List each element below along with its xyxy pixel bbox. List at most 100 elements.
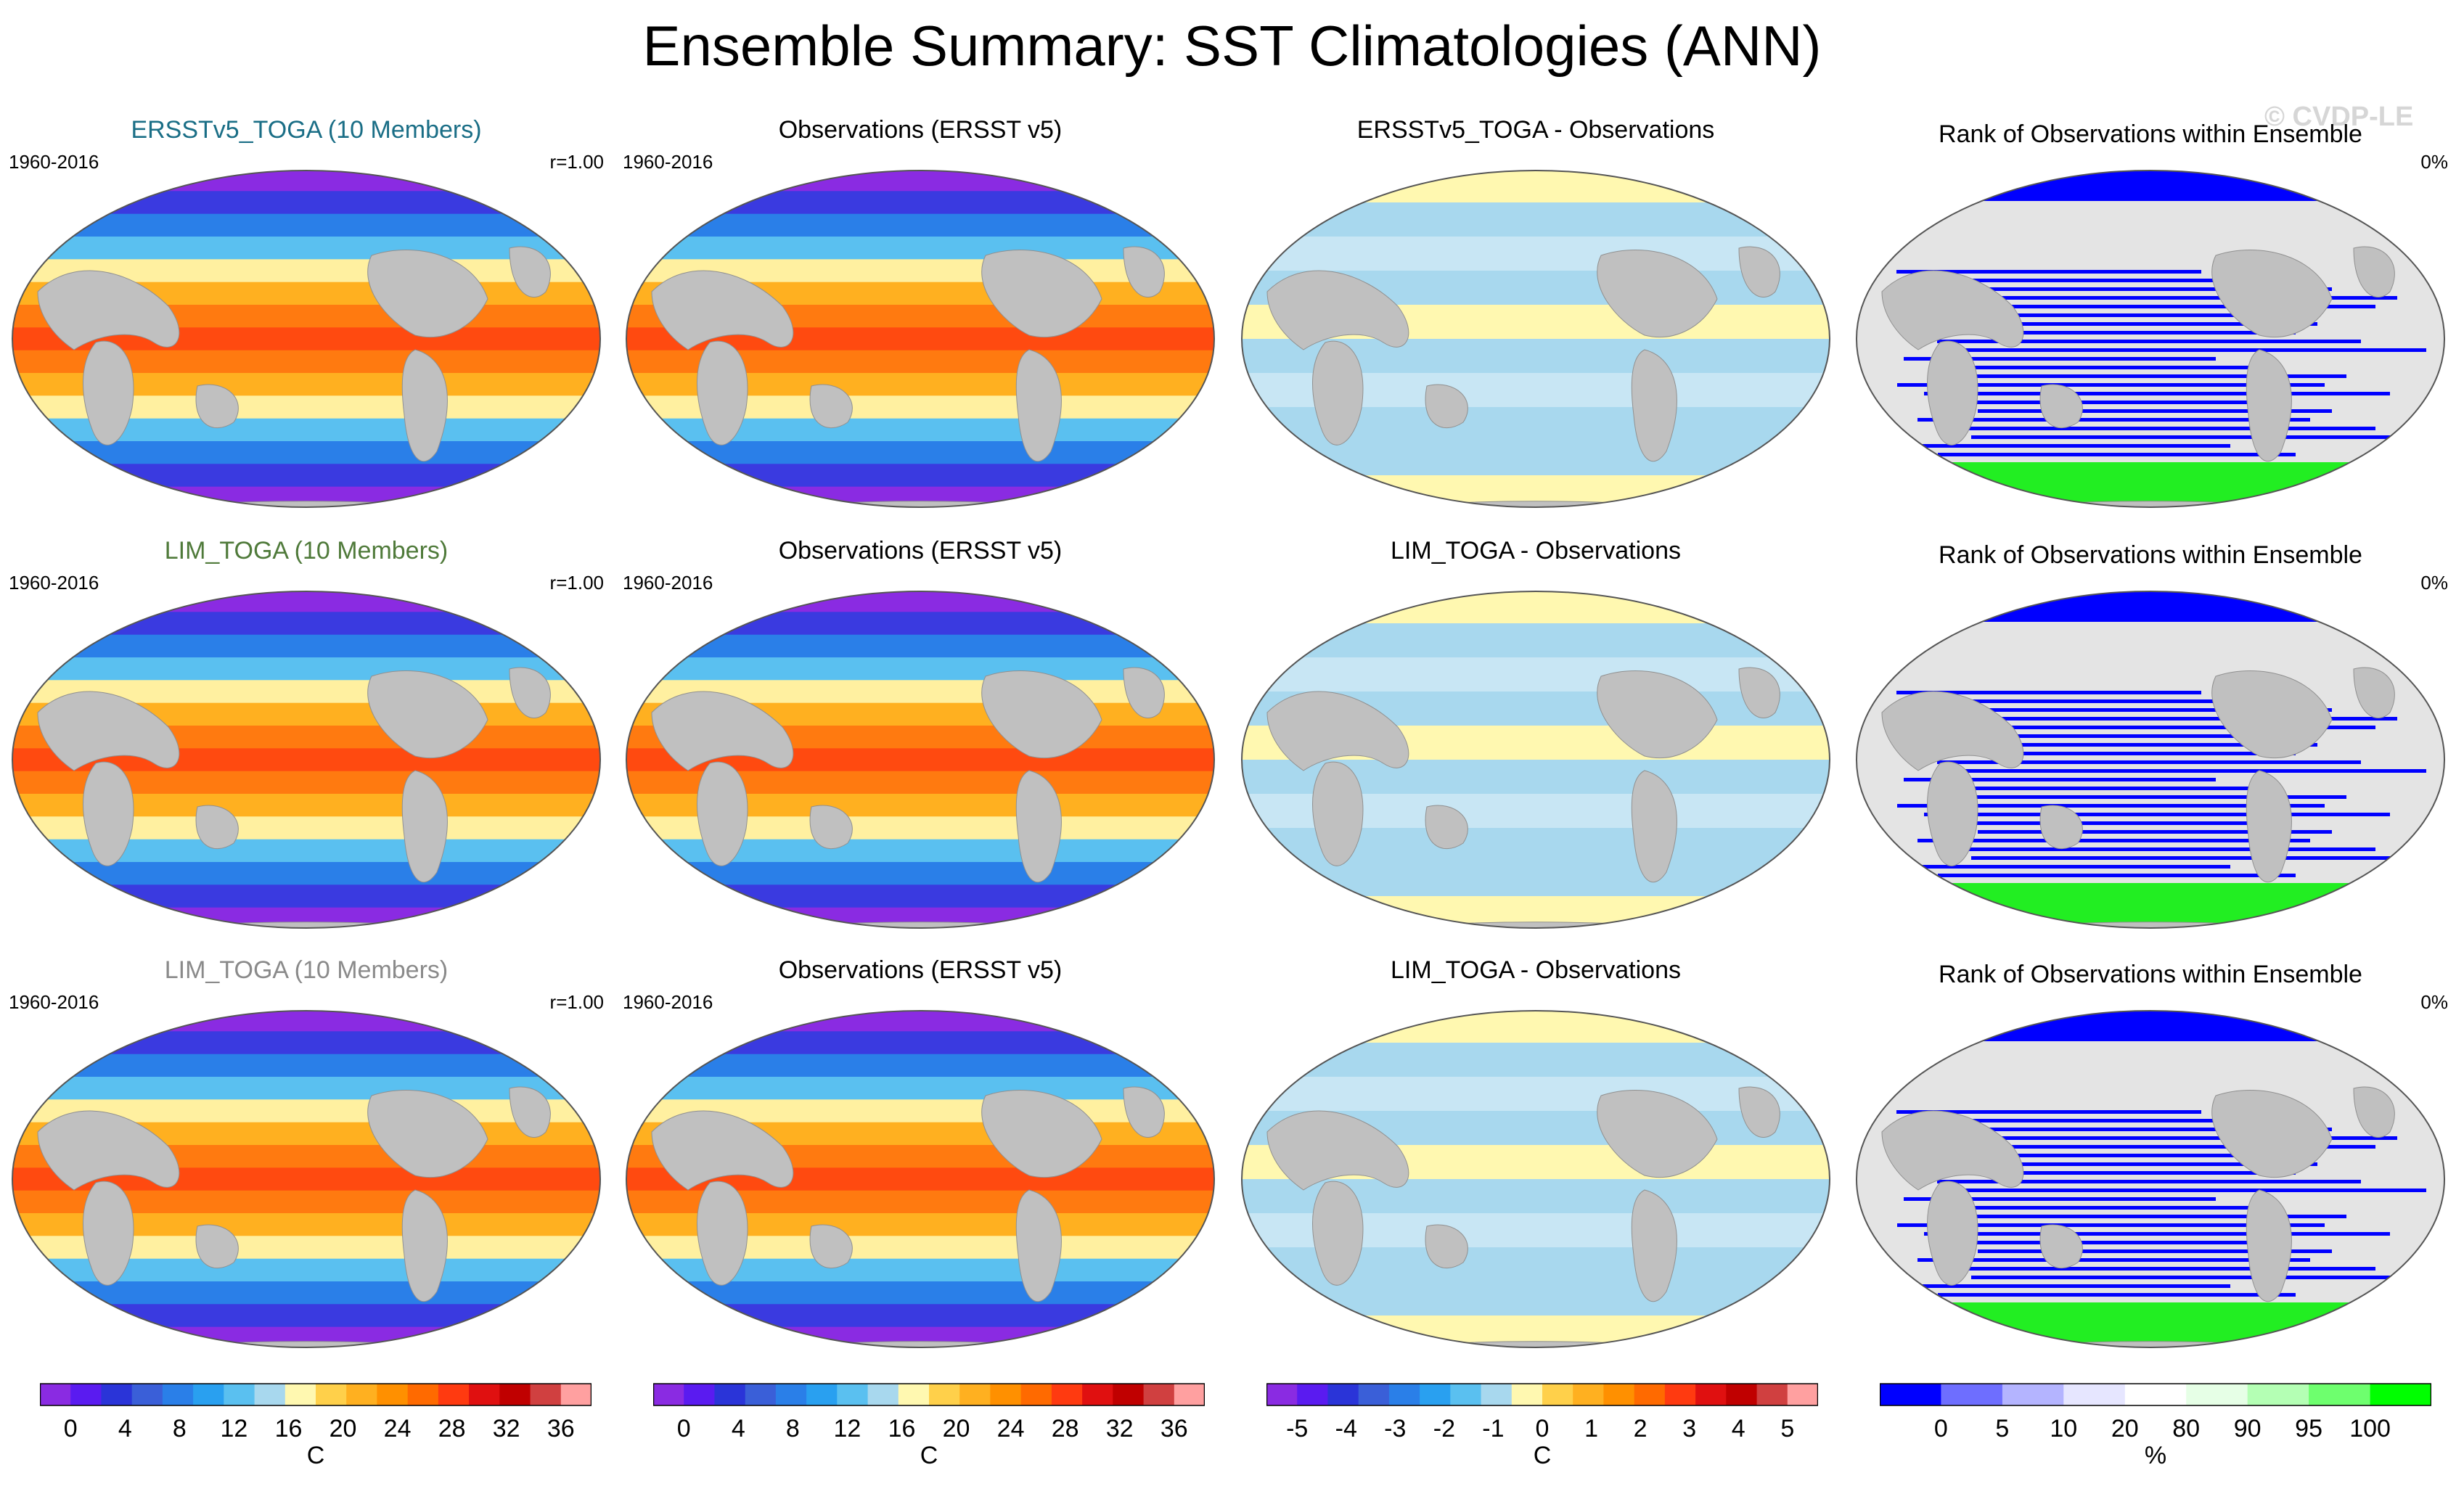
colorbar-swatches <box>1880 1383 2431 1406</box>
land-mass <box>1312 1181 1364 1286</box>
land-mass <box>1312 761 1364 866</box>
land-mass <box>139 921 474 928</box>
land-mass <box>2039 805 2083 850</box>
colorbar-swatch <box>959 1384 991 1405</box>
colorbar-tick-label: -5 <box>1286 1415 1309 1442</box>
land-mass <box>697 1181 748 1286</box>
colorbar-tick-label: 36 <box>547 1415 575 1442</box>
land-mass <box>697 340 748 446</box>
land-mass <box>37 270 180 350</box>
colorbar-swatch <box>1297 1384 1328 1405</box>
land-mass <box>1015 770 1062 883</box>
land-mass <box>1425 805 1468 850</box>
colorbar-swatch <box>2309 1384 2370 1405</box>
land-mass <box>1631 770 1677 883</box>
land-mass <box>1123 246 1165 297</box>
colorbar-swatch <box>1143 1384 1175 1405</box>
land-mass <box>2353 667 2395 718</box>
colorbar-swatch <box>837 1384 868 1405</box>
rank-map <box>1856 591 2445 929</box>
colorbar-swatch <box>2370 1384 2431 1405</box>
colorbar-swatch <box>775 1384 807 1405</box>
land-mass <box>509 246 551 297</box>
colorbar-swatch <box>1327 1384 1359 1405</box>
land-mass <box>651 270 794 350</box>
panel-title: ERSSTv5_TOGA (10 Members) <box>131 116 482 144</box>
land-mass <box>753 1341 1088 1347</box>
map-panel: Rank of Observations within Ensemble 0% <box>1853 956 2448 1348</box>
land-mass <box>1983 501 2318 507</box>
land-mass <box>83 1181 134 1286</box>
colorbar-swatch <box>70 1384 102 1405</box>
land-mass <box>1927 340 1978 446</box>
colorbar-swatch <box>684 1384 715 1405</box>
land-mass <box>981 250 1102 338</box>
map-panel: Rank of Observations within Ensemble 0% <box>1853 537 2448 929</box>
map-panel: Observations (ERSST v5) 1960-2016 <box>623 537 1218 929</box>
colorbar-swatch <box>530 1384 562 1405</box>
colorbar-tick-label: 4 <box>731 1415 745 1442</box>
colorbar-swatch <box>469 1384 500 1405</box>
colorbar-tick-label: 32 <box>1105 1415 1134 1442</box>
colorbar-swatch <box>898 1384 930 1405</box>
panel-title: LIM_TOGA (10 Members) <box>164 956 449 984</box>
land-mass <box>37 1110 180 1191</box>
land-mass <box>1881 1110 2024 1191</box>
land-mass <box>1123 667 1165 718</box>
map-panel: LIM_TOGA - Observations <box>1238 537 1833 929</box>
colorbar-swatch <box>1634 1384 1666 1405</box>
colorbar-swatch <box>131 1384 163 1405</box>
colorbar-tick-label: -1 <box>1482 1415 1505 1442</box>
colorbar-unit: C <box>306 1442 325 1469</box>
land-mass <box>1368 921 1703 928</box>
panel-stat: 0% <box>2420 991 2448 1013</box>
colorbar-tick-label: 16 <box>888 1415 916 1442</box>
land-mass <box>1597 1090 1718 1178</box>
colorbar-swatch <box>1266 1384 1298 1405</box>
land-mass <box>981 670 1102 759</box>
panel-period: 1960-2016 <box>623 151 713 173</box>
land-mass <box>1015 349 1062 462</box>
sst-map <box>626 170 1215 508</box>
land-mass <box>401 349 448 462</box>
colorbar-swatch <box>1450 1384 1481 1405</box>
colorbar-tick-label: 0 <box>1933 1415 1948 1442</box>
land-mass <box>1312 340 1364 446</box>
land-mass <box>651 691 794 771</box>
land-mass <box>1983 1341 2318 1347</box>
colorbar-swatch <box>1880 1384 1941 1405</box>
colorbar-swatch <box>1388 1384 1420 1405</box>
land-mass <box>651 1110 794 1191</box>
panel-title: ERSSTv5_TOGA - Observations <box>1356 116 1715 144</box>
colorbar-tick-label: 5 <box>1995 1415 2010 1442</box>
panel-stat: r=1.00 <box>549 151 604 173</box>
colorbar-tick-label: 80 <box>2172 1415 2201 1442</box>
colorbar-swatch <box>1941 1384 2003 1405</box>
panel-title: Observations (ERSST v5) <box>778 956 1063 984</box>
colorbar-swatch <box>2002 1384 2064 1405</box>
map-panel: ERSSTv5_TOGA (10 Members) 1960-2016 r=1.00 <box>9 116 604 508</box>
rank-map <box>1856 170 2445 508</box>
land-mass <box>367 1090 488 1178</box>
colorbar-swatches <box>1266 1383 1818 1406</box>
panel-title: LIM_TOGA - Observations <box>1391 956 1681 984</box>
land-mass <box>1631 1189 1677 1302</box>
land-mass <box>2246 1189 2292 1302</box>
colorbar-tick-label: 20 <box>329 1415 357 1442</box>
panel-period: 1960-2016 <box>623 572 713 594</box>
land-mass <box>367 250 488 338</box>
panel-period: 1960-2016 <box>623 991 713 1013</box>
panel-stat: 0% <box>2420 151 2448 173</box>
map-panel: Rank of Observations within Ensemble 0% <box>1853 116 2448 508</box>
colorbar-swatch <box>1511 1384 1543 1405</box>
land-mass <box>753 921 1088 928</box>
colorbar-swatch <box>499 1384 531 1405</box>
colorbar-swatch <box>714 1384 746 1405</box>
colorbar-tick-label: 90 <box>2233 1415 2262 1442</box>
panel-stat: 0% <box>2420 572 2448 594</box>
colorbar-sst: 0 4 8 12 16 20 24 28 32 36 C <box>40 1382 592 1477</box>
land-mass <box>2039 384 2083 429</box>
panel-title: Observations (ERSST v5) <box>778 116 1063 144</box>
colorbar-swatch <box>1573 1384 1604 1405</box>
colorbar-tick-label: 16 <box>274 1415 303 1442</box>
